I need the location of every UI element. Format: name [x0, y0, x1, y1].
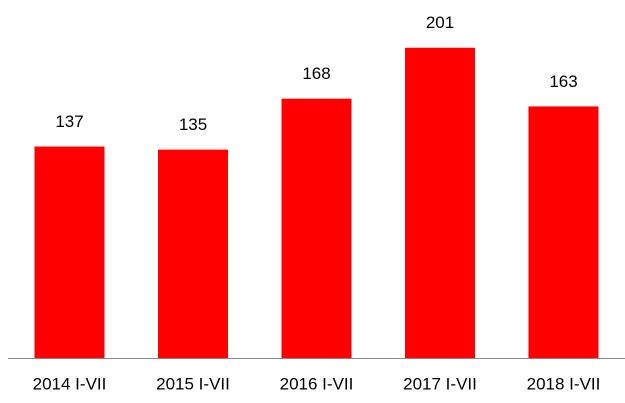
bar: [158, 149, 228, 358]
x-tick-label: 2018 I-VII: [527, 374, 601, 393]
x-tick-label: 2014 I-VII: [33, 374, 107, 393]
x-tick-label: 2015 I-VII: [156, 374, 230, 393]
data-label: 168: [302, 64, 330, 83]
bar: [34, 146, 105, 358]
data-label: 163: [549, 72, 577, 91]
data-label: 201: [426, 13, 454, 32]
data-label: 137: [55, 112, 83, 131]
x-tick-label: 2016 I-VII: [280, 374, 354, 393]
x-tick-label: 2017 I-VII: [403, 374, 477, 393]
data-label: 135: [179, 115, 207, 134]
bar: [405, 47, 475, 359]
bar: [281, 98, 352, 359]
bar: [528, 106, 599, 358]
